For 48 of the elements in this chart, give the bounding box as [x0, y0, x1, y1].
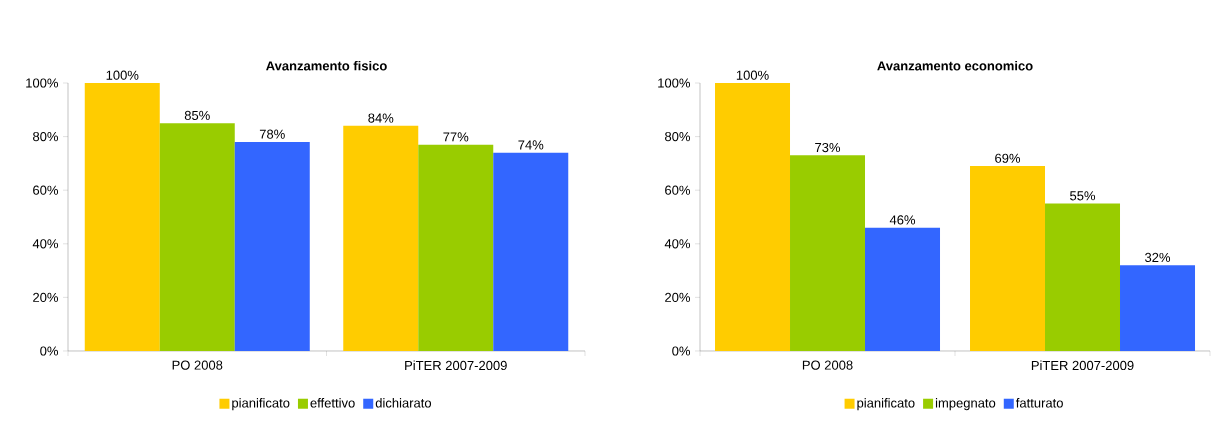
x-tick-label: PiTER 2007-2009: [405, 360, 507, 371]
y-tick-label: 20%: [33, 292, 59, 302]
data-label: 32%: [1145, 252, 1171, 263]
data-label: 84%: [368, 113, 394, 123]
data-label: 73%: [815, 142, 841, 153]
bar: [159, 123, 235, 351]
legend-label: impegnato: [935, 398, 996, 411]
data-label: 46%: [889, 215, 916, 225]
x-tick-label: PO 2008: [802, 360, 853, 370]
bar: [84, 82, 160, 351]
y-tick-label: 80%: [665, 131, 691, 142]
bar: [970, 166, 1046, 351]
y-tick-label: 100%: [26, 78, 59, 88]
y-tick-label: 80%: [33, 131, 59, 142]
y-tick-label: 0%: [40, 346, 59, 356]
legend-label: pianificato: [857, 398, 915, 411]
bar: [418, 144, 494, 351]
bar: [865, 227, 941, 351]
x-tick-label: PiTER 2007-2009: [1031, 360, 1134, 371]
chart-title: Avanzamento fisico: [266, 60, 387, 71]
y-tick-label: 40%: [32, 239, 59, 249]
bar: [343, 125, 419, 351]
y-tick-label: 0%: [672, 346, 691, 356]
data-label: 74%: [518, 140, 544, 150]
data-label: 69%: [995, 153, 1021, 163]
y-tick-label: 60%: [33, 185, 59, 195]
data-label: 77%: [443, 132, 469, 142]
bar: [1045, 203, 1121, 351]
bar: [790, 155, 866, 351]
data-label: 100%: [106, 70, 139, 80]
bar: [234, 141, 310, 351]
x-tick-label: PO 2008: [172, 360, 223, 370]
data-label: 100%: [736, 70, 769, 80]
legend-label: pianificato: [232, 398, 290, 411]
y-tick-label: 60%: [665, 185, 691, 195]
legend-label: effettivo: [310, 398, 355, 408]
y-tick-label: 40%: [664, 239, 691, 249]
bar: [1120, 265, 1196, 351]
legend-label: dichiarato: [375, 398, 432, 408]
y-tick-label: 20%: [665, 292, 691, 302]
legend-label: fatturato: [1015, 398, 1063, 408]
data-label: 55%: [1070, 191, 1096, 201]
data-label: 78%: [259, 129, 285, 139]
chart-title: Avanzamento economico: [877, 60, 1033, 71]
y-tick-label: 100%: [658, 78, 691, 88]
bar: [715, 82, 791, 351]
data-label: 85%: [184, 110, 210, 120]
bar: [493, 152, 569, 351]
